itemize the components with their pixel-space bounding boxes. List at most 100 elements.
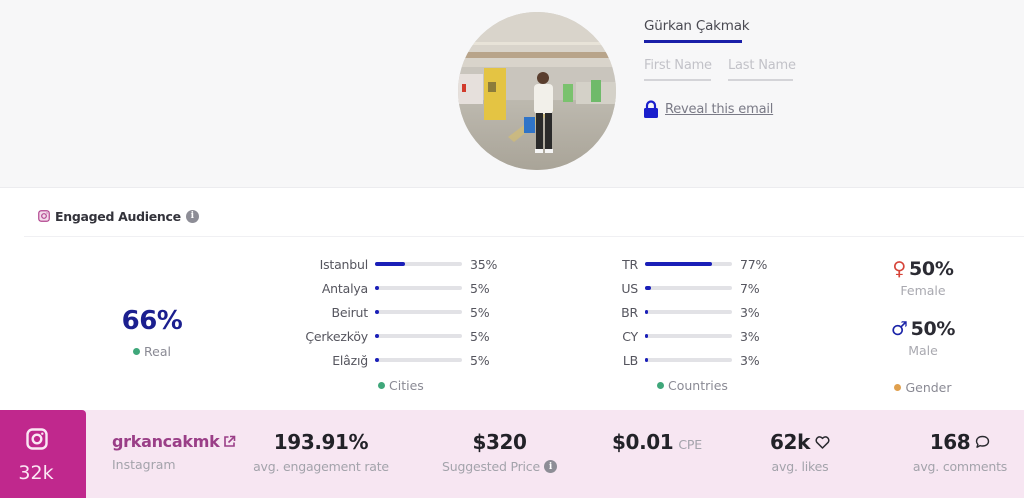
- last-name-field[interactable]: Last Name: [728, 58, 796, 81]
- handle-text[interactable]: grkancakmk: [112, 432, 220, 451]
- avg-comments-label: avg. comments: [912, 459, 1008, 474]
- country-percentage: 77%: [740, 256, 768, 272]
- cpe-label: CPE: [678, 437, 702, 452]
- real-legend: Real: [133, 344, 171, 359]
- country-row: TR 77%: [600, 255, 767, 273]
- male-label: Male: [908, 343, 938, 358]
- legend-dot-icon: [378, 381, 385, 389]
- city-label: Çerkezköy: [305, 328, 368, 344]
- city-row: Istanbul 35%: [300, 255, 498, 273]
- platform-label: Instagram: [112, 457, 176, 472]
- avg-likes-label: avg. likes: [771, 459, 829, 474]
- heart-icon: [815, 435, 830, 449]
- female-percentage: 50%: [909, 258, 954, 280]
- cities-legend: Cities: [378, 376, 424, 394]
- city-bar-fill: [375, 358, 380, 362]
- city-bar: [375, 286, 462, 290]
- city-percentage: 35%: [470, 256, 498, 272]
- country-row: CY 3%: [600, 327, 759, 345]
- country-label: TR: [622, 256, 638, 272]
- info-icon[interactable]: i: [543, 460, 557, 473]
- country-bar: [645, 310, 732, 314]
- country-bar: [645, 334, 732, 338]
- male-stat: ♂ 50% Male: [880, 318, 966, 358]
- city-percentage: 5%: [470, 304, 490, 320]
- country-bar-fill: [645, 310, 648, 314]
- country-percentage: 3%: [740, 328, 760, 344]
- follower-count: 32k: [18, 462, 54, 484]
- city-label: Istanbul: [319, 256, 369, 272]
- cpe-stat: $0.01 CPE: [612, 430, 702, 454]
- avg-comments-stat: 168 avg. comments: [904, 430, 1016, 475]
- info-icon[interactable]: i: [185, 209, 199, 223]
- avatar: [458, 12, 616, 170]
- city-bar-fill: [375, 286, 380, 290]
- instagram-platform-badge[interactable]: 32k: [0, 410, 86, 498]
- country-bar: [645, 262, 732, 266]
- legend-dot-icon: [657, 381, 664, 389]
- city-bar: [375, 358, 462, 362]
- female-icon: ♀: [892, 258, 907, 280]
- city-bar-fill: [375, 310, 380, 314]
- profile-handle-link[interactable]: grkancakmk: [112, 432, 236, 451]
- external-link-icon[interactable]: [223, 435, 236, 448]
- country-row: BR 3%: [600, 303, 760, 321]
- city-percentage: 5%: [470, 352, 490, 368]
- real-percentage: 66%: [121, 306, 183, 336]
- first-name-field[interactable]: First Name: [644, 58, 712, 81]
- city-bar: [375, 310, 462, 314]
- avg-comments-value: 168: [929, 430, 971, 454]
- country-bar-fill: [645, 286, 652, 290]
- country-bar-fill: [645, 358, 648, 362]
- cities-legend-label: Cities: [389, 377, 424, 393]
- engagement-rate-label: avg. engagement rate: [253, 459, 389, 474]
- country-bar-fill: [645, 262, 712, 266]
- comment-icon: [976, 435, 990, 448]
- real-audience-stat: 66% Real: [100, 306, 204, 359]
- influencer-name: Gürkan Çakmak: [644, 18, 750, 43]
- reveal-email-button[interactable]: Reveal this email: [643, 100, 773, 118]
- city-percentage: 5%: [470, 280, 490, 296]
- instagram-icon: [26, 428, 48, 450]
- reveal-email-link[interactable]: Reveal this email: [665, 101, 774, 117]
- city-row: Beirut 5%: [300, 303, 489, 321]
- suggested-price-stat: $320 Suggested Price i: [432, 430, 567, 475]
- male-icon: ♂: [890, 318, 908, 340]
- male-percentage: 50%: [910, 318, 956, 340]
- country-percentage: 7%: [740, 280, 760, 296]
- account-info: grkancakmk Instagram: [112, 432, 236, 472]
- city-bar-fill: [375, 334, 380, 338]
- country-percentage: 3%: [740, 304, 760, 320]
- engagement-rate-value: 193.91%: [273, 430, 369, 454]
- avg-likes-stat: 62k avg. likes: [752, 430, 848, 475]
- city-bar: [375, 262, 462, 266]
- section-title: Engaged Audience: [55, 208, 181, 224]
- profile-header: Gürkan Çakmak First Name Last Name Revea…: [0, 0, 1024, 188]
- country-row: LB 3%: [600, 351, 760, 369]
- city-bar: [375, 334, 462, 338]
- real-label: Real: [144, 344, 171, 359]
- country-label: LB: [622, 352, 638, 368]
- avg-likes-value: 62k: [770, 430, 810, 454]
- engagement-rate-stat: 193.91% avg. engagement rate: [246, 430, 396, 475]
- instagram-icon: [38, 210, 50, 222]
- engaged-audience-heading: Engaged Audience i: [30, 197, 210, 235]
- city-row: Antalya 5%: [300, 279, 490, 297]
- female-stat: ♀ 50% Female: [880, 258, 966, 298]
- countries-legend-label: Countries: [668, 377, 728, 393]
- city-percentage: 5%: [470, 328, 490, 344]
- legend-dot-icon: [133, 348, 141, 355]
- lock-icon: [644, 100, 658, 118]
- gender-legend: Gender: [880, 376, 966, 395]
- country-bar-fill: [645, 334, 648, 338]
- stats-bar: [0, 410, 1024, 498]
- cpe-value: $0.01: [612, 430, 674, 454]
- country-label: US: [621, 280, 638, 296]
- country-bar: [645, 286, 732, 290]
- female-label: Female: [900, 283, 946, 298]
- countries-legend: Countries: [657, 376, 728, 394]
- city-bar-fill: [375, 262, 406, 266]
- suggested-price-value: $320: [472, 430, 527, 454]
- city-label: Antalya: [321, 280, 368, 296]
- city-label: Beirut: [331, 304, 368, 320]
